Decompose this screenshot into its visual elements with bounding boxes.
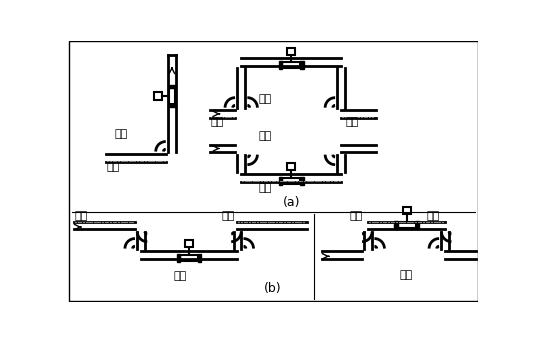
Text: 气泡: 气泡 (426, 211, 439, 221)
Bar (154, 92, 162, 100)
Bar (416, 221, 419, 228)
Bar (168, 85, 176, 88)
Text: (b): (b) (264, 282, 281, 296)
Bar (185, 240, 193, 247)
Text: 液体: 液体 (211, 117, 224, 127)
Bar (180, 255, 198, 261)
Text: 液体: 液体 (107, 162, 120, 172)
Bar (169, 88, 175, 104)
Bar (301, 61, 304, 69)
Bar (198, 254, 201, 262)
Text: 气泡: 气泡 (222, 211, 235, 221)
Text: 液体: 液体 (259, 183, 272, 193)
Bar (287, 47, 295, 55)
Bar (168, 104, 176, 107)
Bar (282, 178, 301, 184)
Text: 正确: 正确 (259, 94, 272, 104)
Bar (282, 62, 301, 68)
Bar (287, 163, 295, 170)
Bar (301, 177, 304, 185)
Bar (279, 177, 282, 185)
Bar (176, 254, 180, 262)
Text: 正确: 正确 (173, 272, 187, 281)
Bar (403, 207, 410, 214)
Bar (398, 222, 416, 228)
Text: 气泡: 气泡 (349, 211, 362, 221)
Text: (a): (a) (282, 196, 300, 209)
Text: 液体: 液体 (345, 117, 358, 127)
Text: 正确: 正确 (114, 129, 127, 139)
Text: 错误: 错误 (399, 270, 413, 280)
Bar (279, 61, 282, 69)
Text: 气泡: 气泡 (74, 211, 87, 221)
Text: 错误: 错误 (259, 131, 272, 141)
Bar (394, 221, 398, 228)
